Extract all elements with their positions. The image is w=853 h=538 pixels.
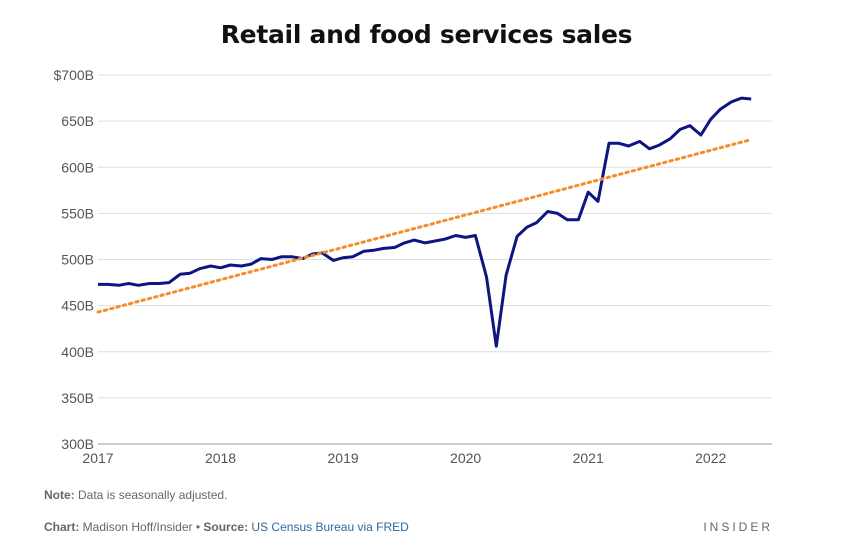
y-axis-tick-labels: 300B 350B 400B 450B 500B 550B 600B 650B $700B bbox=[54, 67, 94, 452]
y-tick-label: 400B bbox=[61, 344, 94, 360]
source-label: Source: bbox=[203, 520, 249, 534]
note-label: Note: bbox=[44, 488, 75, 502]
chart-credit: Chart: Madison Hoff/Insider • Source: US… bbox=[44, 520, 409, 534]
sales-line bbox=[98, 96, 752, 348]
y-tick-label: 300B bbox=[61, 436, 94, 452]
note-text: Data is seasonally adjusted. bbox=[74, 488, 228, 502]
x-tick-label: 2019 bbox=[328, 450, 359, 466]
x-axis-tick-labels: 2017 2018 2019 2020 2021 2022 bbox=[82, 450, 726, 466]
credit-text: Madison Hoff/Insider • bbox=[79, 520, 204, 534]
series-lines bbox=[96, 96, 753, 348]
y-tick-label: 600B bbox=[61, 159, 94, 175]
y-tick-label: 650B bbox=[61, 113, 94, 129]
x-tick-label: 2017 bbox=[82, 450, 113, 466]
chart-title: Retail and food services sales bbox=[220, 20, 633, 49]
x-tick-label: 2022 bbox=[695, 450, 726, 466]
y-tick-label: 500B bbox=[61, 252, 94, 268]
x-tick-label: 2020 bbox=[450, 450, 481, 466]
y-tick-label: 450B bbox=[61, 298, 94, 314]
x-tick-label: 2018 bbox=[205, 450, 236, 466]
y-tick-label: 350B bbox=[61, 390, 94, 406]
source-link[interactable]: US Census Bureau via FRED bbox=[251, 520, 409, 534]
y-tick-label: $700B bbox=[54, 67, 94, 83]
credit-label: Chart: bbox=[44, 520, 80, 534]
chart-note: Note: Data is seasonally adjusted. bbox=[44, 488, 227, 502]
trend-line bbox=[96, 138, 753, 314]
x-tick-label: 2021 bbox=[573, 450, 604, 466]
gridlines bbox=[98, 74, 772, 445]
y-tick-label: 550B bbox=[61, 205, 94, 221]
publisher-logo: INSIDER bbox=[703, 520, 773, 534]
